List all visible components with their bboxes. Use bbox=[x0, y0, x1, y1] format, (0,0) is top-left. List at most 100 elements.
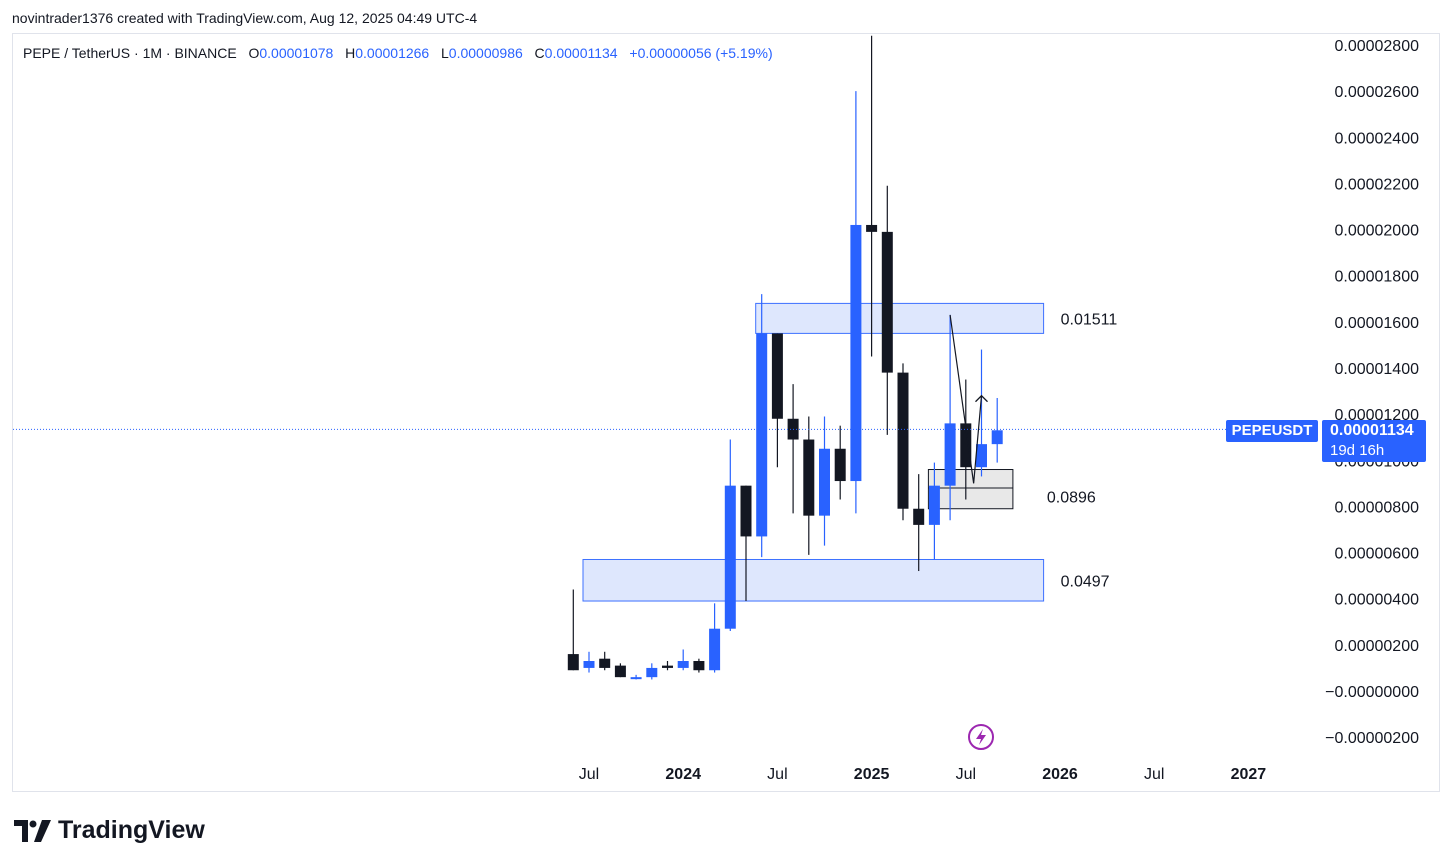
projection-path[interactable] bbox=[949, 314, 983, 484]
candle[interactable] bbox=[866, 35, 878, 357]
y-tick-label: −0.00000200 bbox=[1325, 730, 1419, 747]
candle-body bbox=[881, 231, 893, 373]
y-tick-label: 0.00002200 bbox=[1334, 176, 1419, 193]
candle-body bbox=[928, 485, 940, 525]
current-price-tag: 0.00001134 19d 16h bbox=[1322, 420, 1426, 462]
candle-body bbox=[991, 430, 1003, 445]
x-tick-label: Jul bbox=[956, 766, 976, 783]
tradingview-logo[interactable]: TradingView bbox=[14, 816, 205, 845]
candle[interactable] bbox=[583, 651, 595, 673]
candle-body bbox=[583, 661, 595, 668]
close-label: C bbox=[534, 45, 545, 61]
candle[interactable] bbox=[693, 658, 705, 673]
x-tick-label: 2024 bbox=[665, 766, 701, 783]
candle[interactable] bbox=[960, 379, 972, 500]
y-tick-label: 0.00001600 bbox=[1334, 315, 1419, 332]
current-price-value: 0.00001134 bbox=[1330, 422, 1414, 439]
candle-body bbox=[630, 677, 642, 680]
candle-body bbox=[709, 628, 721, 671]
close-value: 0.00001134 bbox=[544, 45, 618, 61]
candle[interactable] bbox=[677, 649, 689, 671]
candle[interactable] bbox=[756, 294, 768, 558]
candle-body bbox=[803, 439, 815, 516]
candle-body bbox=[834, 448, 846, 482]
lightning-event-icon[interactable] bbox=[968, 724, 994, 750]
candle[interactable] bbox=[976, 349, 987, 477]
y-tick-label: 0.00002600 bbox=[1334, 84, 1419, 101]
candle-body bbox=[819, 448, 830, 516]
grey-range-label: 0.0896 bbox=[1047, 490, 1096, 507]
candle[interactable] bbox=[646, 663, 658, 680]
candle[interactable] bbox=[662, 661, 673, 671]
candle[interactable] bbox=[740, 485, 752, 602]
candle[interactable] bbox=[630, 674, 642, 680]
upper-supply-zone-label: 0.01511 bbox=[1061, 311, 1118, 328]
candle[interactable] bbox=[928, 462, 940, 560]
tradingview-logo-text: TradingView bbox=[58, 816, 205, 844]
candle[interactable] bbox=[599, 651, 611, 671]
tradingview-logo-icon bbox=[14, 819, 51, 842]
candle[interactable] bbox=[991, 397, 1003, 463]
candle[interactable] bbox=[771, 333, 783, 468]
chart-frame bbox=[12, 33, 1440, 792]
candle-body bbox=[944, 423, 956, 486]
lower-demand-zone-label: 0.0497 bbox=[1061, 573, 1110, 590]
y-tick-label: 0.00001200 bbox=[1334, 407, 1419, 424]
candle-body bbox=[646, 667, 658, 678]
candle[interactable] bbox=[567, 589, 579, 671]
symbol-title[interactable]: PEPE / TetherUS · 1M · BINANCE bbox=[23, 45, 237, 61]
symbol-legend: PEPE / TetherUS · 1M · BINANCE O0.000010… bbox=[23, 45, 773, 61]
y-tick-label: 0.00000200 bbox=[1334, 638, 1419, 655]
candle-body bbox=[662, 665, 673, 668]
candle[interactable] bbox=[787, 384, 799, 514]
candle[interactable] bbox=[897, 363, 909, 521]
candle-body bbox=[693, 661, 705, 671]
candle-body bbox=[771, 333, 783, 419]
projection-arrow-icon bbox=[975, 394, 988, 403]
low-value: 0.00000986 bbox=[448, 45, 523, 61]
candle[interactable] bbox=[709, 603, 721, 673]
y-tick-label: −0.00000000 bbox=[1325, 684, 1419, 701]
candle-body bbox=[614, 665, 626, 678]
candle[interactable] bbox=[724, 439, 736, 632]
x-tick-label: 2025 bbox=[854, 766, 890, 783]
y-tick-label: 0.00002000 bbox=[1334, 223, 1419, 240]
candle[interactable] bbox=[803, 416, 815, 555]
candle-body bbox=[740, 485, 752, 537]
x-tick-label: Jul bbox=[767, 766, 787, 783]
candle-body bbox=[724, 485, 736, 629]
y-tick-label: 0.00002800 bbox=[1334, 38, 1419, 55]
candle-body bbox=[897, 372, 909, 509]
ticker-price-tag: PEPEUSDT bbox=[1226, 420, 1318, 442]
candle-body bbox=[976, 444, 987, 468]
chart-caption: novintrader1376 created with TradingView… bbox=[12, 10, 478, 26]
y-tick-label: 0.00001400 bbox=[1334, 361, 1419, 378]
candle[interactable] bbox=[913, 474, 925, 572]
bar-countdown: 19d 16h bbox=[1330, 442, 1385, 459]
upper-supply-zone[interactable] bbox=[755, 302, 1045, 334]
x-tick-label: Jul bbox=[579, 766, 599, 783]
candle-body bbox=[756, 333, 768, 537]
x-tick-label: 2027 bbox=[1231, 766, 1267, 783]
low-label: L bbox=[441, 45, 449, 61]
grey-range-box[interactable] bbox=[927, 469, 1014, 510]
candle-body bbox=[913, 508, 925, 525]
candle-body bbox=[677, 661, 689, 668]
candle[interactable] bbox=[944, 314, 956, 521]
candle[interactable] bbox=[834, 425, 846, 500]
candle[interactable] bbox=[850, 91, 862, 514]
y-tick-label: 0.00000600 bbox=[1334, 546, 1419, 563]
candle-body bbox=[960, 423, 972, 468]
candle-body bbox=[850, 224, 862, 482]
y-tick-label: 0.00000400 bbox=[1334, 592, 1419, 609]
candle[interactable] bbox=[819, 416, 830, 546]
y-tick-label: 0.00002400 bbox=[1334, 130, 1419, 147]
x-tick-label: 2026 bbox=[1042, 766, 1078, 783]
lower-demand-zone[interactable] bbox=[582, 558, 1045, 602]
candle[interactable] bbox=[881, 185, 893, 435]
candle[interactable] bbox=[614, 663, 626, 678]
y-tick-label: 0.00001800 bbox=[1334, 269, 1419, 286]
candle-body bbox=[866, 224, 878, 232]
candle-body bbox=[567, 654, 579, 671]
